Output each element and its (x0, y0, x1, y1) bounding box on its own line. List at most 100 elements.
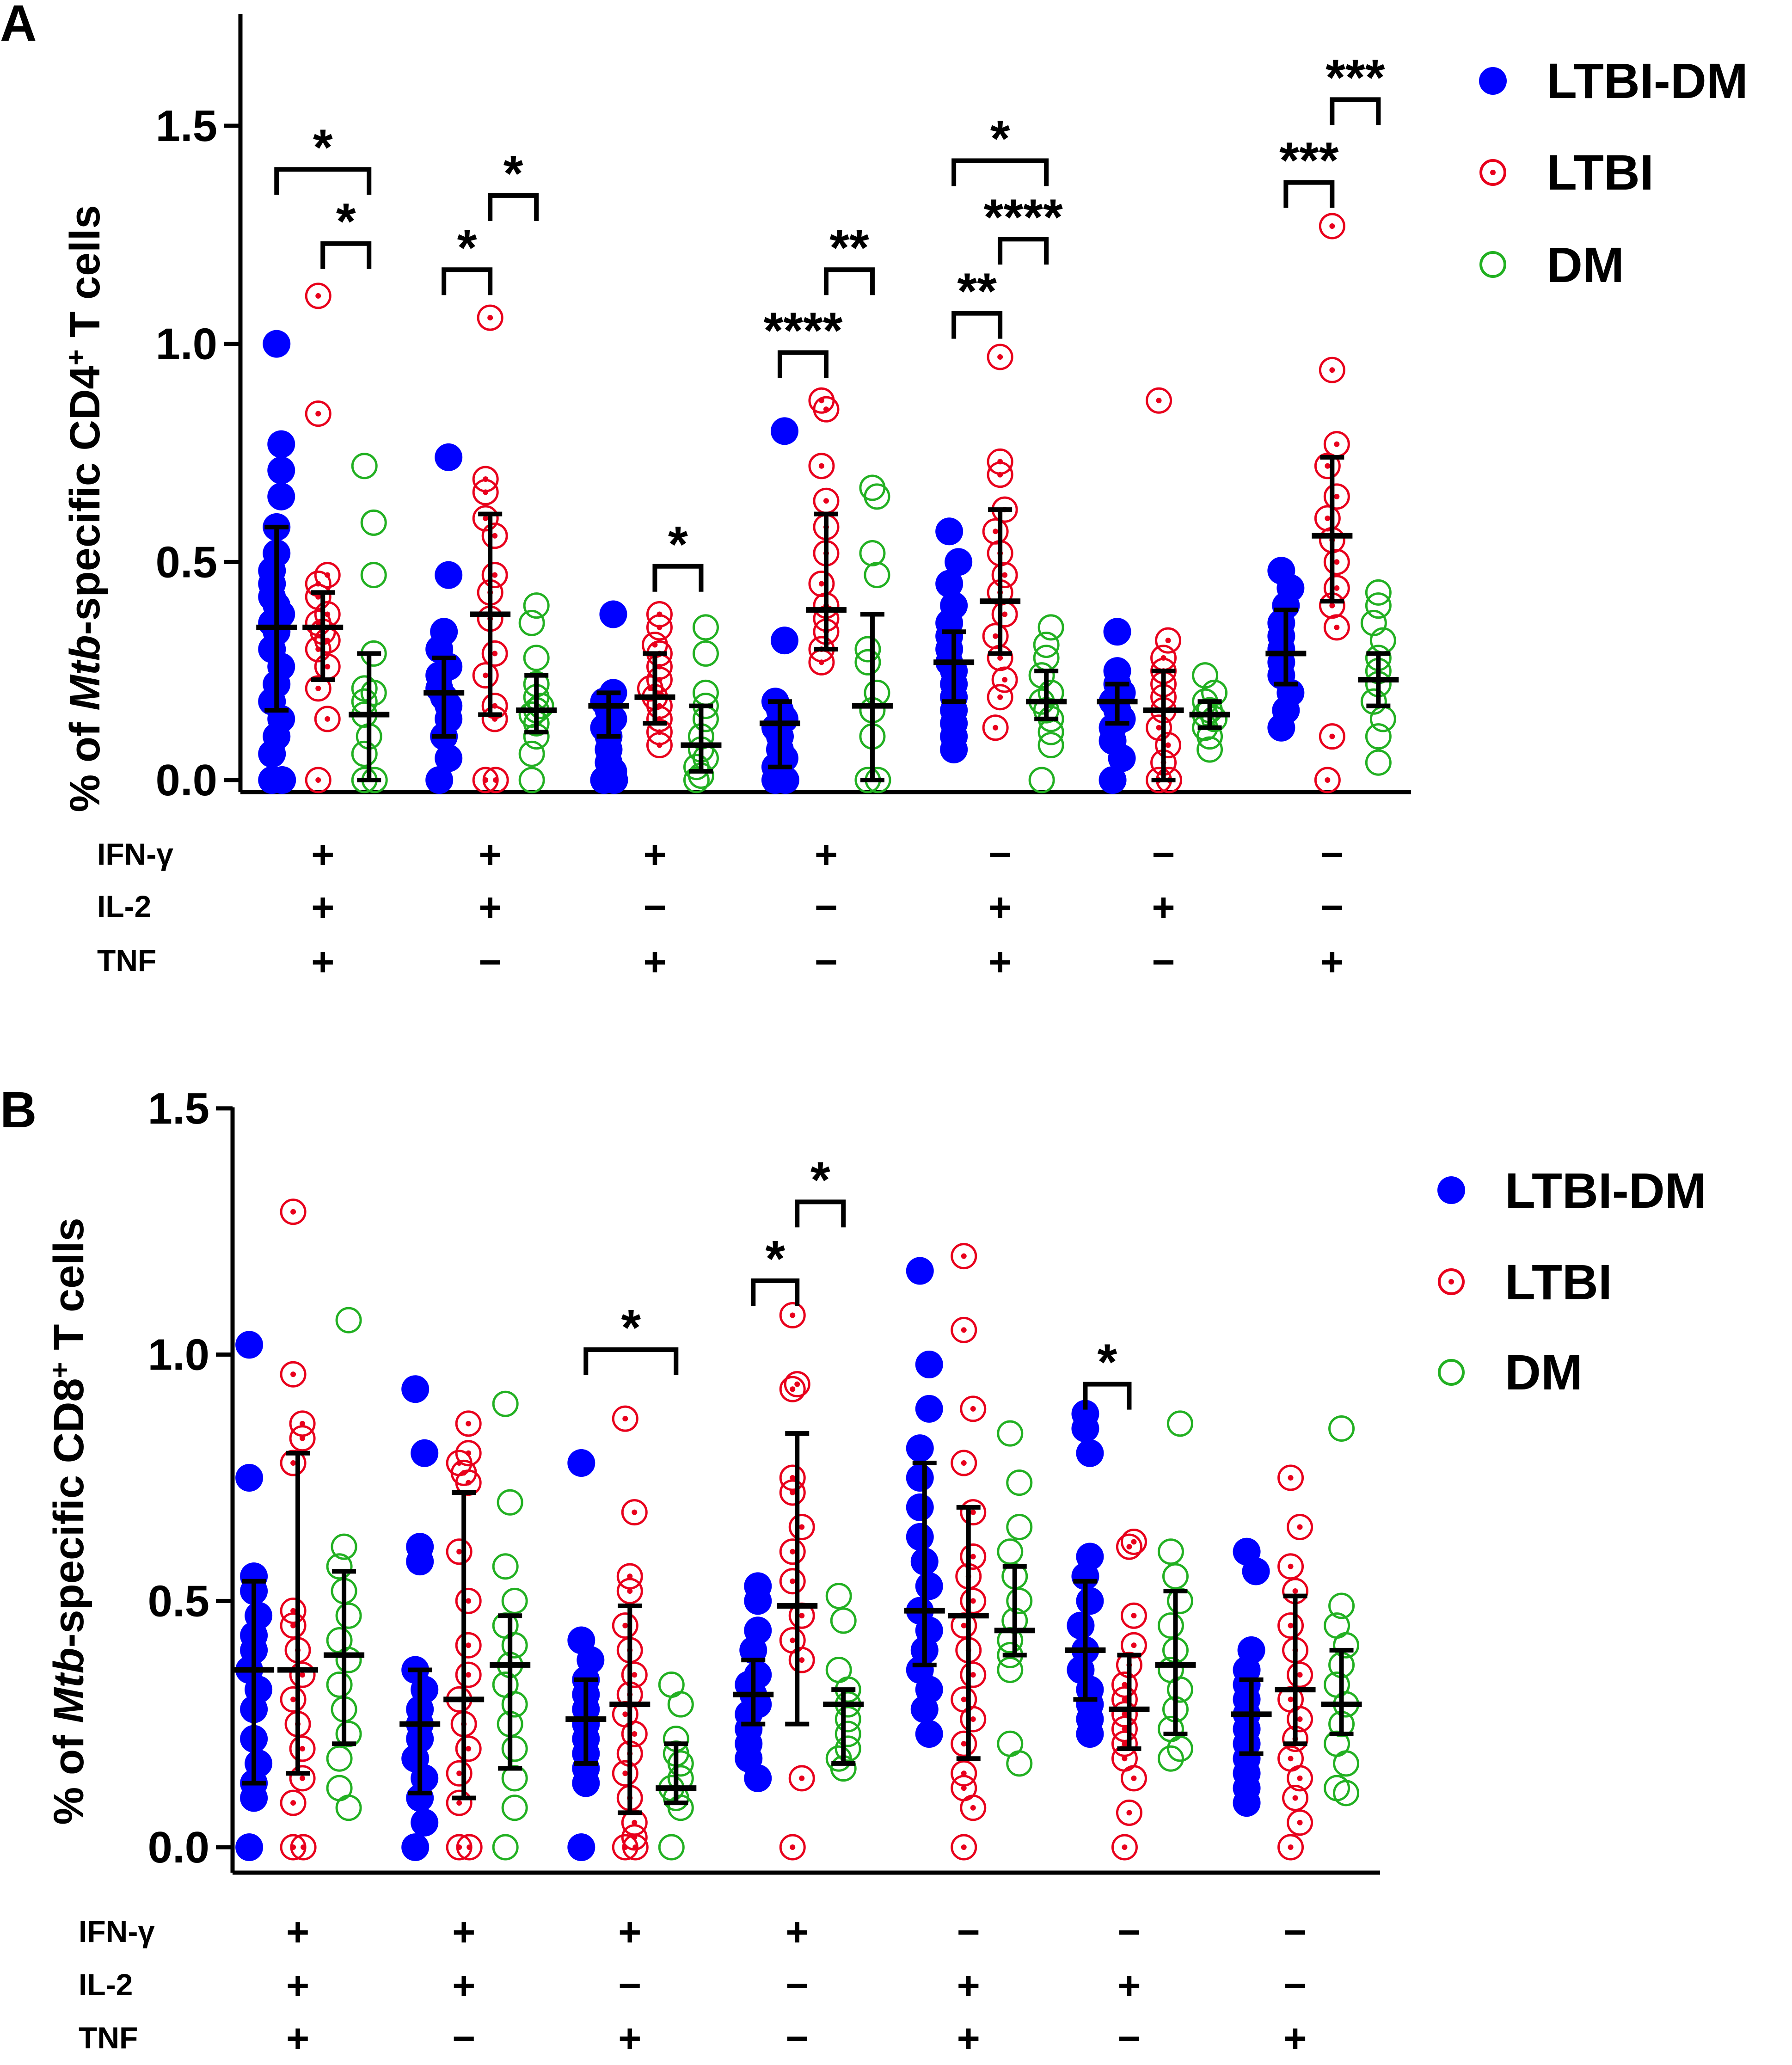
point-ltbi (808, 571, 835, 597)
point-ltbi-dot (1122, 1726, 1128, 1732)
point-ltbi-dm (915, 1572, 943, 1600)
condition-sign: + (286, 1964, 309, 2008)
point-ltbi-dot (1156, 398, 1162, 404)
point-ltbi (788, 1765, 815, 1792)
point-ltbi (477, 304, 503, 331)
point-ltbi (472, 662, 499, 689)
point-dm (864, 679, 890, 706)
point-ltbi-dot (997, 655, 1003, 661)
point-ltbi (289, 1661, 316, 1688)
point-ltbi (305, 283, 331, 309)
point-dm (1033, 632, 1060, 658)
point-ltbi-dot (622, 1711, 628, 1717)
significance-label: **** (984, 189, 1063, 246)
point-ltbi-dot (627, 1588, 633, 1594)
point-ltbi-dot (1325, 777, 1331, 783)
point-dm (692, 640, 719, 667)
point-ltbi-dot (818, 463, 824, 469)
point-dm (1166, 1676, 1193, 1703)
point-dm (528, 693, 554, 719)
point-ltbi-dot (818, 581, 824, 587)
point-ltbi-dot (790, 1578, 796, 1584)
point-ltbi-dot (1334, 441, 1340, 447)
point-ltbi-dot (300, 1745, 306, 1752)
point-dm (360, 509, 387, 536)
significance-label: *** (1279, 132, 1339, 189)
point-ltbi (280, 1612, 307, 1639)
point-ltbi-dot (1122, 1756, 1128, 1762)
point-dm (326, 1671, 353, 1698)
significance-label: * (765, 1230, 785, 1287)
point-ltbi (779, 1834, 806, 1861)
point-ltbi (280, 1361, 307, 1388)
condition-sign: − (643, 885, 666, 930)
point-ltbi-dot (1288, 1756, 1294, 1762)
point-ltbi-dot (632, 1672, 638, 1678)
point-ltbi (621, 1661, 648, 1688)
point-ltbi-dm (940, 735, 968, 763)
point-ltbi (1323, 483, 1350, 510)
point-ltbi-dm (406, 1548, 434, 1576)
point-ltbi-dm (906, 1257, 934, 1285)
point-ltbi-dot (799, 1613, 805, 1619)
point-ltbi-dot (1329, 367, 1335, 373)
point-ltbi-dm (1067, 1611, 1095, 1640)
point-ltbi (289, 1735, 316, 1762)
condition-sign: + (815, 833, 838, 877)
point-dm (835, 1735, 861, 1762)
point-dm (997, 1420, 1024, 1447)
point-ltbi (446, 1760, 473, 1787)
point-ltbi (951, 1834, 977, 1861)
point-dm (997, 1538, 1024, 1565)
y-tick-label-b: 0.5 (148, 1576, 209, 1626)
point-ltbi-dot (315, 685, 321, 691)
point-dm (1360, 688, 1387, 715)
point-ltbi (960, 1706, 987, 1733)
legend-marker-ltbi-dot-b (1448, 1279, 1454, 1284)
point-dm (1166, 1410, 1193, 1437)
point-dm (335, 1307, 362, 1334)
point-ltbi (779, 1479, 806, 1506)
point-ltbi-dot (790, 1549, 796, 1555)
y-tick-label-b: 1.0 (148, 1330, 209, 1380)
point-ltbi-dot (315, 594, 321, 600)
point-ltbi-dm (739, 1636, 767, 1664)
point-dm (1201, 679, 1228, 706)
point-ltbi (646, 614, 673, 641)
point-dm (1157, 1538, 1184, 1565)
point-ltbi (1287, 1809, 1313, 1836)
point-ltbi-dot (1288, 1475, 1294, 1481)
point-dm (1201, 706, 1228, 732)
y-tick-label-b: 1.5 (148, 1084, 209, 1133)
significance-bracket (751, 1278, 800, 1306)
point-ltbi-dm (1267, 713, 1295, 742)
point-dm (854, 649, 881, 676)
point-ltbi-dot (970, 1598, 976, 1604)
point-ltbi-dm (235, 1833, 264, 1861)
point-ltbi-dot (456, 1800, 462, 1806)
point-ltbi-dot (315, 411, 321, 417)
point-dm (335, 1647, 362, 1673)
significance-bracket (1283, 180, 1335, 208)
point-ltbi-dot (823, 498, 829, 504)
point-dm (1037, 679, 1064, 706)
point-ltbi-dot (997, 354, 1003, 360)
point-ltbi-dm (906, 1523, 934, 1551)
legend-label-ltbi-b: LTBI (1505, 1254, 1612, 1310)
significance-label: * (503, 145, 523, 202)
point-ltbi (481, 706, 508, 732)
point-dm (1157, 1612, 1184, 1639)
point-ltbi-dot (1131, 1613, 1137, 1619)
point-ltbi-dot (290, 1622, 296, 1629)
point-ltbi (1323, 548, 1350, 575)
point-dm (1324, 1775, 1350, 1801)
condition-sign: + (479, 885, 502, 930)
row-label-tnf-a: TNF (97, 943, 156, 977)
point-ltbi-dot (466, 1420, 472, 1426)
point-ltbi-dm (572, 1769, 600, 1797)
point-ltbi-dm (435, 561, 463, 589)
point-dm (667, 1691, 694, 1718)
point-ltbi-dm (435, 744, 463, 772)
point-ltbi (280, 1198, 307, 1225)
point-ltbi-dot (456, 1549, 462, 1555)
